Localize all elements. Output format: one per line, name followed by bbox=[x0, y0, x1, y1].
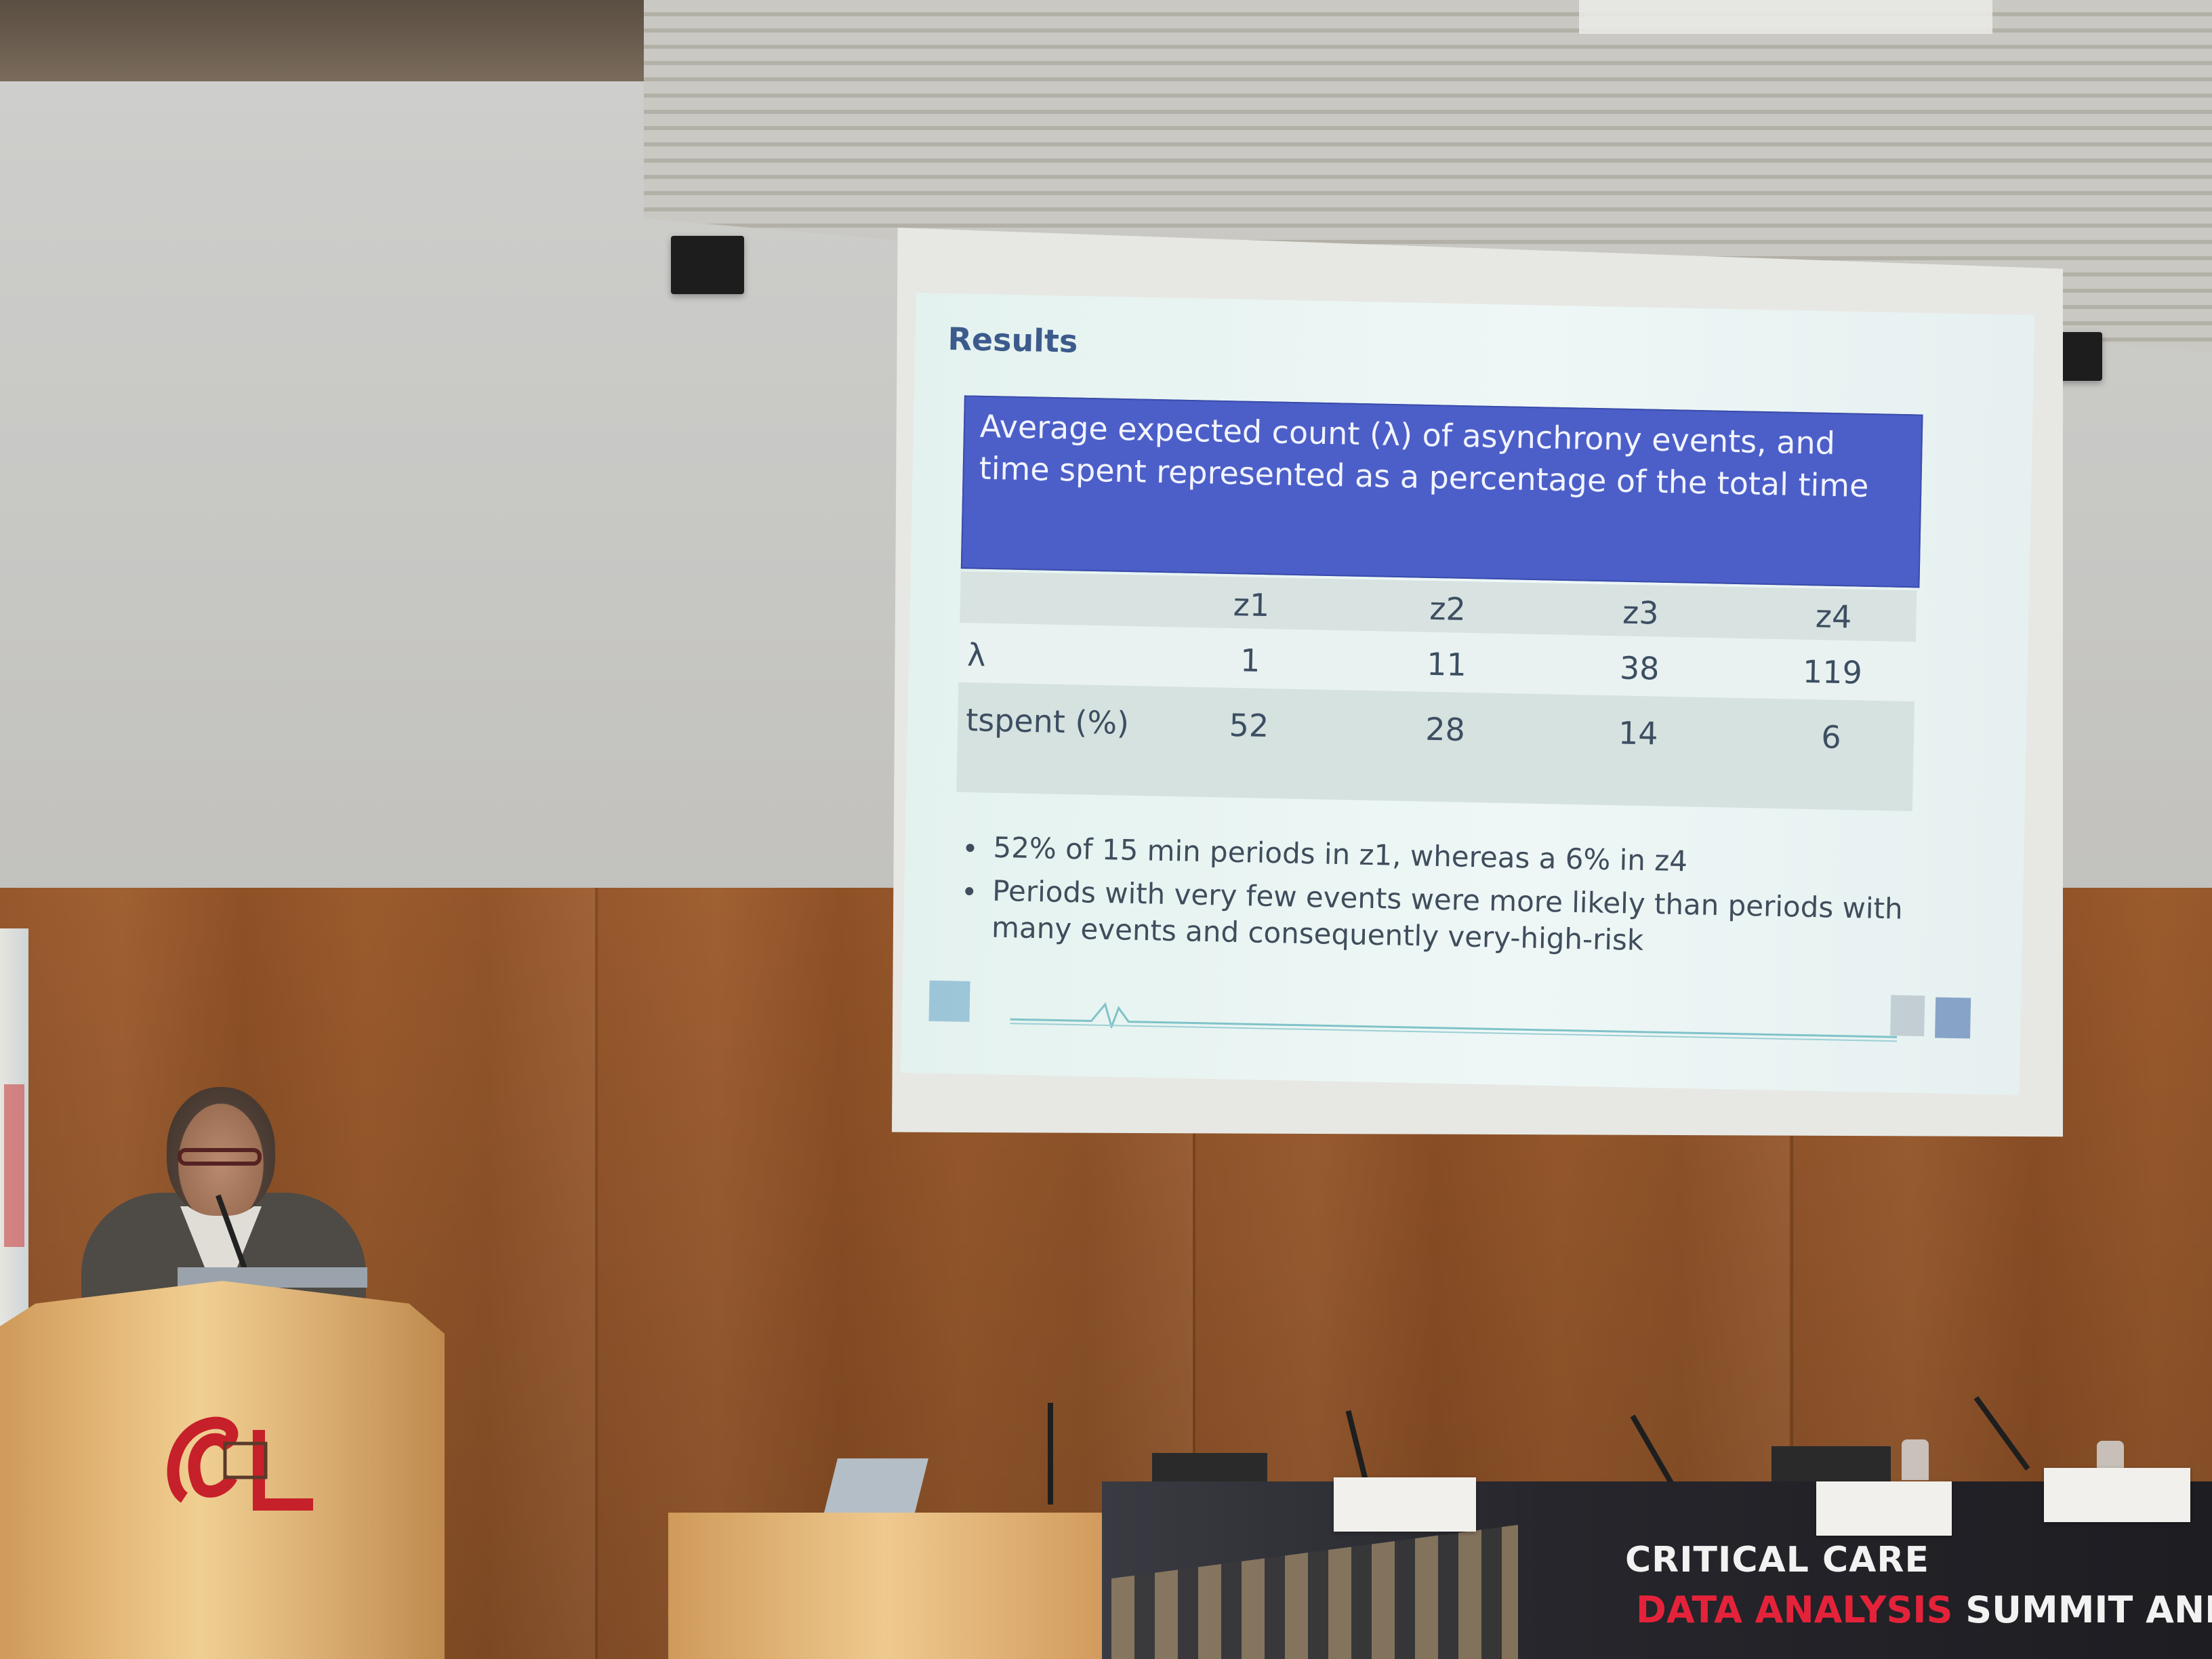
ecg-waveform-icon bbox=[1010, 1002, 1898, 1042]
name-card bbox=[1334, 1477, 1476, 1532]
wall-speaker-left bbox=[671, 236, 744, 294]
cell-lambda-z2: 11 bbox=[1426, 645, 1467, 683]
bullet-list: 52% of 15 min periods in z1, whereas a 6… bbox=[964, 829, 1982, 972]
slide-header-text: Average expected count (λ) of asynchrony… bbox=[979, 407, 1869, 504]
banner-red-text: DATA ANALYSIS bbox=[1636, 1589, 1953, 1631]
university-logo bbox=[167, 1416, 313, 1511]
slide-logo-left bbox=[928, 980, 970, 1022]
col-header-z4: z4 bbox=[1815, 598, 1852, 636]
bullet-text: Periods with very few events were more l… bbox=[991, 874, 1904, 957]
panel-table-front bbox=[668, 1513, 1102, 1659]
banner-title-line1: CRITICAL CARE bbox=[1625, 1540, 1929, 1580]
cell-lambda-z1: 1 bbox=[1240, 642, 1261, 679]
lectern bbox=[0, 1281, 445, 1659]
cell-tspent-z1: 52 bbox=[1229, 706, 1269, 745]
slide-logo-right bbox=[1935, 997, 1971, 1039]
table-row-tspent: tspent (%) 52 28 14 6 bbox=[956, 682, 1915, 811]
banner-title-line2: DATA ANALYSIS SUMMIT AND bbox=[1636, 1589, 2212, 1631]
cell-lambda-z4: 119 bbox=[1802, 653, 1863, 691]
cell-tspent-z2: 28 bbox=[1425, 710, 1466, 748]
banner-white-text: SUMMIT AND bbox=[1952, 1589, 2212, 1631]
flag-stripe bbox=[4, 1084, 24, 1247]
col-header-z1: z1 bbox=[1233, 586, 1270, 624]
desk-microphone-icon bbox=[1048, 1403, 1053, 1504]
row-label-tspent: tspent (%) bbox=[965, 701, 1130, 741]
water-bottle bbox=[1902, 1439, 1929, 1480]
ceiling-beam bbox=[0, 0, 651, 81]
bullet-item: Periods with very few events were more l… bbox=[964, 872, 1982, 966]
row-label-lambda: λ bbox=[966, 636, 987, 674]
slide-header-box: Average expected count (λ) of asynchrony… bbox=[960, 395, 1923, 588]
glasses-icon bbox=[178, 1148, 262, 1166]
col-header-z2: z2 bbox=[1429, 590, 1467, 628]
cell-tspent-z4: 6 bbox=[1820, 718, 1842, 756]
name-card bbox=[1816, 1481, 1952, 1536]
projected-slide: Results Average expected count (λ) of as… bbox=[900, 293, 2035, 1095]
bullet-text: 52% of 15 min periods in z1, whereas a 6… bbox=[993, 830, 1688, 878]
slide-logo-conference bbox=[1890, 995, 1925, 1037]
desk-laptop bbox=[1771, 1446, 1891, 1487]
bullet-dot-icon bbox=[966, 843, 975, 853]
bullet-dot-icon bbox=[965, 886, 974, 896]
name-card bbox=[2044, 1468, 2190, 1522]
open-laptop bbox=[824, 1458, 928, 1513]
slide-title: Results bbox=[947, 320, 1078, 360]
results-table: z1 z2 z3 z4 λ 1 11 38 119 tspent (%) 52 … bbox=[956, 571, 1917, 811]
col-header-z3: z3 bbox=[1622, 594, 1660, 632]
ceiling-light bbox=[1579, 0, 1992, 34]
cell-lambda-z3: 38 bbox=[1619, 649, 1660, 687]
cell-tspent-z3: 14 bbox=[1618, 714, 1659, 752]
